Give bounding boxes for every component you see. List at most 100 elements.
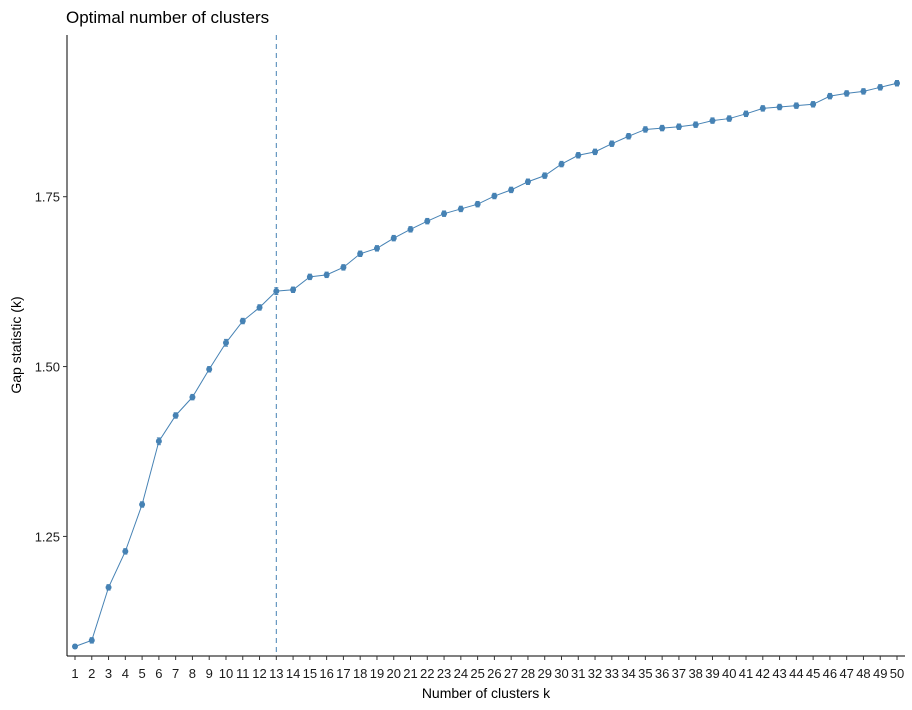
data-point <box>256 304 263 311</box>
x-tick-label: 40 <box>722 666 736 681</box>
data-point <box>810 101 817 108</box>
x-tick-label: 13 <box>269 666 283 681</box>
x-tick-label: 1 <box>71 666 78 681</box>
data-point <box>592 148 599 155</box>
x-tick-label: 49 <box>873 666 887 681</box>
x-tick-label: 44 <box>789 666 803 681</box>
data-point <box>575 152 582 159</box>
x-tick-label: 14 <box>286 666 300 681</box>
x-tick-label: 2 <box>88 666 95 681</box>
data-point <box>122 548 129 555</box>
data-point <box>323 271 330 278</box>
x-tick-label: 33 <box>605 666 619 681</box>
data-point <box>894 80 900 87</box>
data-point <box>357 250 364 257</box>
data-point <box>692 121 699 128</box>
x-tick-label: 24 <box>454 666 468 681</box>
data-point <box>222 339 229 346</box>
data-point <box>72 643 78 650</box>
x-tick-label: 36 <box>655 666 669 681</box>
x-tick-label: 47 <box>839 666 853 681</box>
x-tick-label: 45 <box>806 666 820 681</box>
data-point <box>508 186 515 193</box>
data-point <box>726 115 733 122</box>
data-point <box>776 104 783 111</box>
data-point <box>172 412 179 419</box>
data-point <box>877 84 884 91</box>
data-point <box>709 117 716 124</box>
data-point <box>340 264 347 271</box>
x-tick-label: 38 <box>688 666 702 681</box>
data-point <box>88 637 95 644</box>
data-point <box>290 286 297 293</box>
x-tick-label: 22 <box>420 666 434 681</box>
x-tick-label: 29 <box>537 666 551 681</box>
x-tick-label: 26 <box>487 666 501 681</box>
x-tick-label: 12 <box>252 666 266 681</box>
data-point <box>273 288 280 295</box>
x-tick-label: 27 <box>504 666 518 681</box>
x-tick-label: 50 <box>890 666 904 681</box>
x-tick-label: 19 <box>370 666 384 681</box>
x-tick-label: 42 <box>756 666 770 681</box>
x-tick-label: 5 <box>138 666 145 681</box>
data-point <box>608 140 615 147</box>
y-axis-label: Gap statistic (k) <box>8 296 24 393</box>
data-point <box>843 90 850 97</box>
x-tick-label: 16 <box>319 666 333 681</box>
data-point <box>558 161 565 168</box>
data-point <box>239 318 246 325</box>
x-tick-label: 32 <box>588 666 602 681</box>
x-tick-label: 6 <box>155 666 162 681</box>
data-point <box>860 88 867 95</box>
data-point <box>424 218 431 225</box>
x-tick-label: 20 <box>387 666 401 681</box>
x-tick-label: 23 <box>437 666 451 681</box>
data-point <box>441 210 448 217</box>
data-point <box>155 438 162 445</box>
x-tick-label: 4 <box>122 666 129 681</box>
data-point <box>474 201 481 208</box>
x-tick-label: 43 <box>772 666 786 681</box>
x-tick-label: 34 <box>621 666 635 681</box>
y-tick-label: 1.75 <box>35 190 60 205</box>
x-tick-label: 25 <box>470 666 484 681</box>
x-axis-ticks: 1 2 3 4 5 6 7 8 9 10 11 12 13 14 15 16 17 18 19 20 21 22 23 24 2… <box>71 656 904 681</box>
x-axis-label: Number of clusters k <box>422 685 551 701</box>
series-line <box>74 82 898 647</box>
data-point <box>390 235 397 242</box>
x-tick-label: 41 <box>739 666 753 681</box>
x-tick-label: 37 <box>672 666 686 681</box>
data-point <box>105 584 112 591</box>
data-point <box>625 133 632 140</box>
x-tick-label: 18 <box>353 666 367 681</box>
x-tick-label: 10 <box>219 666 233 681</box>
data-point <box>206 366 213 373</box>
x-tick-label: 15 <box>303 666 317 681</box>
x-tick-label: 28 <box>521 666 535 681</box>
x-tick-label: 8 <box>189 666 196 681</box>
data-point <box>759 105 766 112</box>
data-point <box>524 178 531 185</box>
x-tick-label: 11 <box>236 666 250 681</box>
x-tick-label: 35 <box>638 666 652 681</box>
chart-title: Optimal number of clusters <box>66 8 269 27</box>
data-point <box>675 123 682 130</box>
data-point <box>373 245 380 252</box>
data-point <box>457 205 464 212</box>
x-tick-label: 17 <box>336 666 350 681</box>
x-tick-label: 3 <box>105 666 112 681</box>
data-point <box>743 110 750 117</box>
data-point <box>139 501 146 508</box>
x-tick-label: 31 <box>571 666 585 681</box>
x-tick-label: 9 <box>206 666 213 681</box>
data-point <box>541 172 548 179</box>
y-tick-label: 1.50 <box>35 360 60 375</box>
y-axis-ticks: 1.25 1.50 1.75 <box>35 190 67 544</box>
x-tick-label: 46 <box>823 666 837 681</box>
x-tick-label: 48 <box>856 666 870 681</box>
x-tick-label: 7 <box>172 666 179 681</box>
data-point <box>826 93 833 100</box>
y-tick-label: 1.25 <box>35 529 60 544</box>
data-point <box>189 394 196 401</box>
